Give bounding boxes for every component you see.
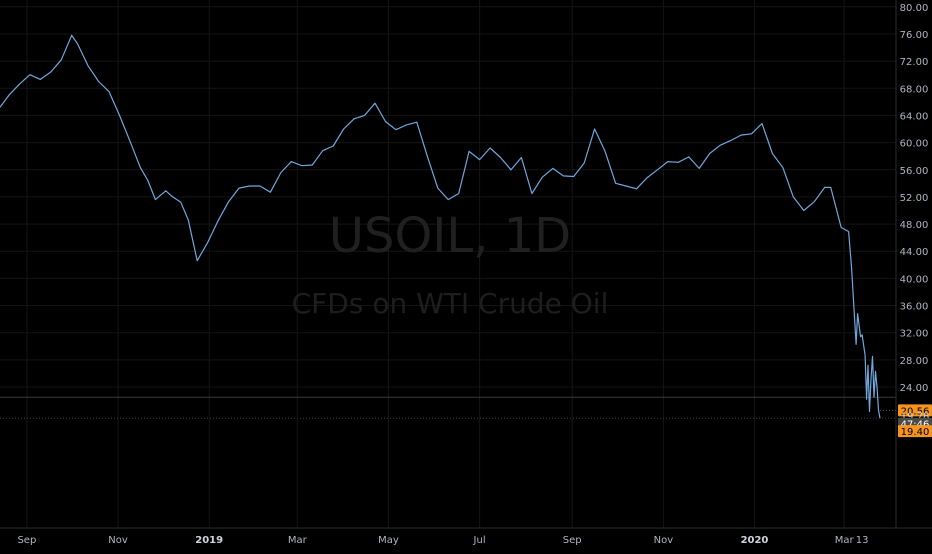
x-tick-label: 13 [856,535,869,546]
x-tick-label: Sep [17,535,36,546]
y-tick-label: 48.00 [900,220,929,231]
y-tick-label: 80.00 [900,3,929,14]
x-tick-label: Nov [654,535,674,546]
price-axis[interactable]: 80.00 76.00 72.00 68.00 64.00 60.00 56.00 52.00… [900,3,929,394]
y-tick-label: 76.00 [900,30,929,41]
y-tick-label: 68.00 [900,84,929,95]
x-tick-label: Nov [108,535,128,546]
y-tick-label: 24.00 [900,383,929,394]
x-tick-label: Jul [473,535,486,546]
price-tag-label: 19.40 [901,427,930,438]
watermark-description: CFDs on WTI Crude Oil [292,287,609,320]
y-tick-label: 72.00 [900,57,929,68]
y-tick-label: 36.00 [900,302,929,313]
y-tick-label: 40.00 [900,274,929,285]
y-tick-label: 56.00 [900,166,929,177]
x-tick-label: 2019 [195,535,223,546]
x-tick-label: Mar [288,535,308,546]
x-tick-label: May [378,535,399,546]
y-tick-label: 64.00 [900,111,929,122]
watermark-symbol: USOIL, 1D [329,208,571,264]
y-tick-label: 52.00 [900,193,929,204]
x-tick-label: 2020 [741,535,769,546]
x-tick-label: Mar [835,535,855,546]
y-tick-label: 32.00 [900,329,929,340]
y-tick-label: 60.00 [900,139,929,150]
x-tick-label: Sep [563,535,582,546]
y-tick-label: 28.00 [900,356,929,367]
y-tick-label: 44.00 [900,247,929,258]
